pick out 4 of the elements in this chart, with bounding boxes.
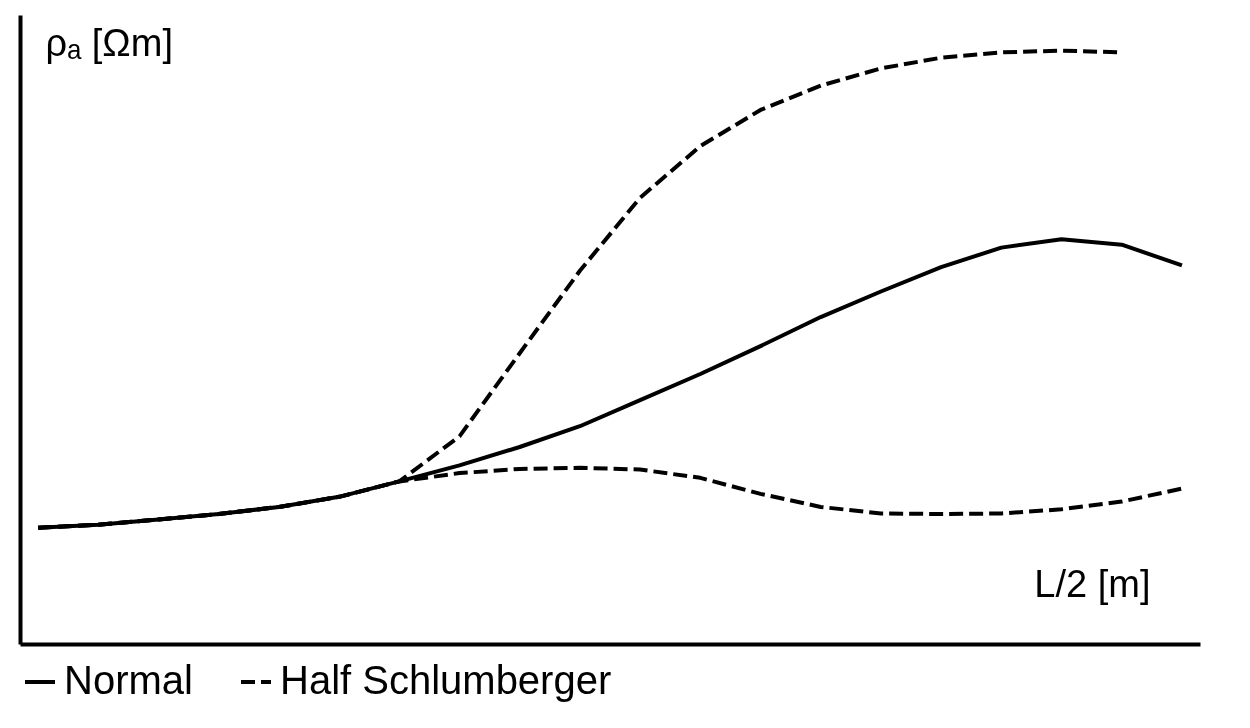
- y-axis-title: ρₐ [Ωm]: [45, 21, 173, 64]
- legend-label: Half Schlumberger: [280, 658, 612, 702]
- x-axis-title: L/2 [m]: [1034, 562, 1151, 605]
- legend-label: Normal: [64, 658, 193, 702]
